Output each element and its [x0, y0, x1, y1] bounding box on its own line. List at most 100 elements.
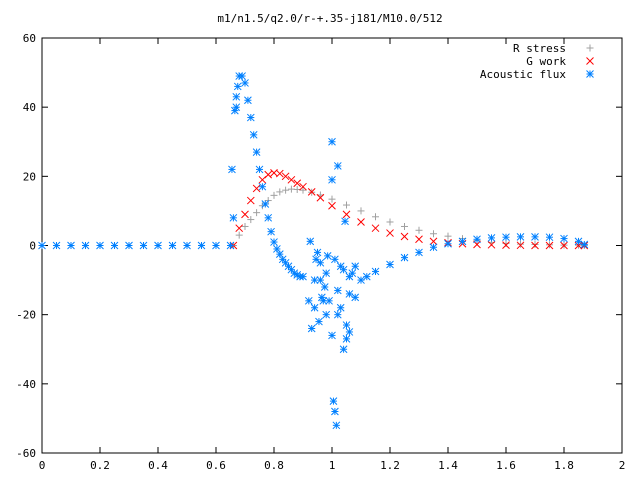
data-point: [154, 241, 162, 250]
legend-label: R stress: [513, 42, 566, 55]
legend-marker: [586, 57, 594, 65]
y-tick-label: -40: [16, 378, 36, 391]
data-point: [316, 193, 325, 202]
plot-area: 0 0.2 0.4 0.6 0.8 1 1.2 1.4 1.6 1.8 2 -60 -40 -20 0 20 4…: [16, 32, 625, 472]
y-tick-label: 0: [29, 240, 36, 253]
data-point: [258, 182, 267, 191]
data-point: [517, 240, 524, 248]
data-point: [110, 241, 119, 250]
legend-label: Acoustic flux: [480, 68, 566, 81]
legend-marker: [586, 44, 594, 52]
data-point: [331, 407, 339, 416]
data-point: [371, 224, 380, 233]
x-tick-label: 0.4: [148, 459, 168, 472]
data-point: [233, 82, 242, 91]
data-point: [249, 130, 258, 139]
data-point: [430, 230, 437, 238]
data-point: [574, 237, 583, 246]
data-point: [545, 241, 554, 250]
data-point: [264, 213, 273, 222]
data-point: [333, 162, 342, 170]
data-point: [212, 241, 220, 250]
data-point: [343, 201, 350, 209]
data-point: [319, 296, 328, 305]
data-point: [429, 237, 438, 246]
x-tick-label: 0.8: [264, 459, 284, 472]
data-point: [261, 200, 270, 208]
data-point: [487, 240, 496, 249]
data-point: [281, 172, 290, 181]
data-point: [255, 165, 264, 174]
data-point: [252, 148, 261, 156]
x-tick-label: 2: [619, 459, 626, 472]
data-point: [241, 210, 249, 219]
data-point: [351, 262, 360, 271]
data-point: [96, 241, 104, 250]
legend-label: G work: [526, 55, 566, 68]
data-point: [345, 290, 354, 298]
data-point: [545, 233, 554, 242]
data-point: [345, 328, 354, 336]
data-point: [345, 272, 354, 281]
data-point: [247, 216, 255, 224]
data-point: [371, 267, 380, 276]
data-point: [299, 186, 307, 194]
data-point: [342, 321, 351, 329]
data-point: [429, 243, 438, 252]
data-point: [502, 239, 510, 247]
series-2: [38, 72, 589, 430]
data-point: [336, 303, 345, 312]
y-tick-label: 40: [23, 101, 36, 114]
y-tick-label: 60: [23, 32, 36, 45]
data-point: [267, 227, 275, 236]
data-point: [270, 238, 278, 246]
data-point: [342, 335, 351, 343]
data-point: [444, 232, 452, 240]
data-point: [320, 283, 329, 291]
data-point: [560, 241, 568, 250]
data-point: [357, 218, 365, 226]
data-point: [304, 296, 313, 305]
data-point: [197, 241, 206, 250]
x-tick-label: 1: [329, 459, 336, 472]
data-point: [228, 165, 236, 174]
data-point: [531, 233, 539, 241]
data-point: [253, 209, 261, 217]
data-point: [339, 345, 348, 354]
data-point: [312, 255, 320, 264]
data-point: [329, 397, 338, 405]
y-tick-label: -20: [16, 309, 36, 322]
data-point: [313, 248, 322, 257]
data-point: [580, 240, 589, 249]
legend-marker: [586, 70, 594, 78]
data-point: [444, 239, 452, 248]
data-point: [276, 188, 284, 196]
series-0: [229, 185, 588, 249]
data-point: [331, 255, 339, 264]
chart-title: m1/n1.5/q2.0/r-+.35-j181/M10.0/512: [217, 12, 442, 25]
data-point: [458, 237, 467, 246]
data-point: [246, 113, 255, 122]
data-point: [316, 258, 325, 267]
data-point: [323, 252, 332, 260]
data-point: [333, 286, 342, 295]
data-point: [226, 241, 235, 250]
data-point: [67, 241, 75, 250]
data-point: [516, 241, 525, 250]
series-layer: [38, 72, 589, 430]
x-tick-label: 1.4: [438, 459, 458, 472]
data-point: [287, 175, 296, 184]
data-point: [139, 241, 148, 250]
data-point: [273, 245, 281, 253]
x-tick-label: 1.8: [554, 459, 574, 472]
data-point: [415, 248, 423, 257]
data-point: [502, 241, 510, 250]
x-tick-label: 0: [39, 459, 46, 472]
data-point: [241, 79, 249, 87]
x-tick-label: 1.2: [380, 459, 400, 472]
data-point: [299, 182, 307, 191]
data-point: [415, 226, 423, 234]
y-tick-label: 20: [23, 170, 36, 183]
data-point: [306, 237, 315, 246]
